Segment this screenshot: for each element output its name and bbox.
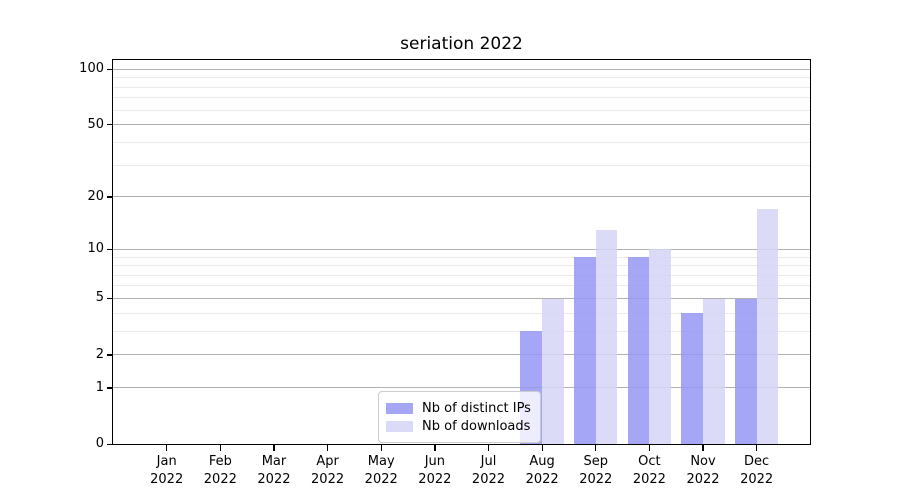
plot-area: Nb of distinct IPs Nb of downloads xyxy=(113,60,810,444)
y-tick-mark xyxy=(107,297,113,300)
x-tick-mark xyxy=(219,445,222,451)
major-gridline xyxy=(113,196,810,198)
bar-downloads xyxy=(756,209,779,444)
y-tick-label: 1 xyxy=(95,379,104,395)
y-tick-label: 0 xyxy=(95,436,104,451)
minor-gridline xyxy=(113,312,810,314)
minor-gridline xyxy=(113,141,810,143)
y-tick-mark xyxy=(107,387,113,389)
minor-gridline xyxy=(113,77,810,79)
minor-gridline xyxy=(113,109,810,111)
bar-downloads xyxy=(703,298,725,444)
y-tick-mark xyxy=(107,68,113,70)
x-tick-label: Oct 2022 xyxy=(632,454,666,487)
x-tick-label: Dec 2022 xyxy=(740,454,774,487)
minor-gridline xyxy=(113,256,810,258)
chart-title: seriation 2022 xyxy=(400,34,523,54)
major-gridline xyxy=(113,387,810,389)
legend-swatch xyxy=(386,420,413,432)
y-tick-label: 100 xyxy=(79,61,104,77)
bar-downloads xyxy=(542,298,564,444)
y-tick-mark xyxy=(107,443,113,445)
legend-label: Nb of distinct IPs xyxy=(422,400,531,416)
major-gridline xyxy=(113,248,810,250)
x-tick-label: Jul 2022 xyxy=(471,454,506,487)
minor-gridline xyxy=(113,265,810,267)
bar-distinct-ips xyxy=(734,298,757,444)
x-tick-mark xyxy=(273,445,275,451)
minor-gridline xyxy=(113,330,810,332)
bar-distinct-ips xyxy=(574,257,596,444)
x-tick-label: Nov 2022 xyxy=(686,454,720,487)
y-tick-label: 20 xyxy=(87,188,104,204)
x-tick-mark xyxy=(434,445,436,451)
bar-distinct-ips xyxy=(681,313,703,444)
y-tick-mark xyxy=(107,124,113,126)
x-tick-label: Sep 2022 xyxy=(579,454,613,487)
major-gridline xyxy=(113,354,810,356)
y-tick-mark xyxy=(107,248,113,251)
y-tick-label: 5 xyxy=(95,290,104,306)
legend-swatch xyxy=(386,402,413,414)
y-tick-label: 50 xyxy=(87,116,104,132)
x-tick-mark xyxy=(326,445,329,451)
legend-entry: Nb of distinct IPs xyxy=(386,400,532,416)
minor-gridline xyxy=(113,97,810,99)
legend-label: Nb of downloads xyxy=(422,418,531,434)
x-tick-mark xyxy=(541,445,543,451)
minor-gridline xyxy=(113,86,810,88)
x-tick-mark xyxy=(702,445,704,451)
y-tick-mark xyxy=(107,196,113,198)
major-gridline xyxy=(113,297,810,299)
minor-gridline xyxy=(113,274,810,276)
x-tick-mark xyxy=(166,445,168,451)
x-tick-label: Jan 2022 xyxy=(150,454,184,487)
legend: Nb of distinct IPs Nb of downloads xyxy=(378,391,541,443)
x-tick-label: Apr 2022 xyxy=(311,454,345,487)
y-tick-label: 2 xyxy=(95,346,104,362)
x-tick-mark xyxy=(595,445,597,451)
x-tick-label: May 2022 xyxy=(364,454,398,487)
x-tick-label: Feb 2022 xyxy=(203,454,237,487)
y-tick-mark xyxy=(107,354,113,356)
major-gridline xyxy=(113,68,810,70)
minor-gridline xyxy=(113,164,810,166)
y-tick-label: 10 xyxy=(87,241,104,257)
x-tick-label: Jun 2022 xyxy=(418,454,452,487)
x-tick-mark xyxy=(380,445,382,451)
x-tick-mark xyxy=(756,445,758,451)
legend-entry: Nb of downloads xyxy=(386,418,532,434)
bar-downloads xyxy=(595,229,618,444)
x-tick-mark xyxy=(487,445,490,451)
major-gridline xyxy=(113,124,810,126)
minor-gridline xyxy=(113,285,810,287)
bar-downloads xyxy=(649,249,672,444)
bar-distinct-ips xyxy=(627,257,650,444)
x-tick-mark xyxy=(648,445,651,451)
x-tick-label: Mar 2022 xyxy=(257,454,291,487)
x-tick-label: Aug 2022 xyxy=(525,454,559,487)
